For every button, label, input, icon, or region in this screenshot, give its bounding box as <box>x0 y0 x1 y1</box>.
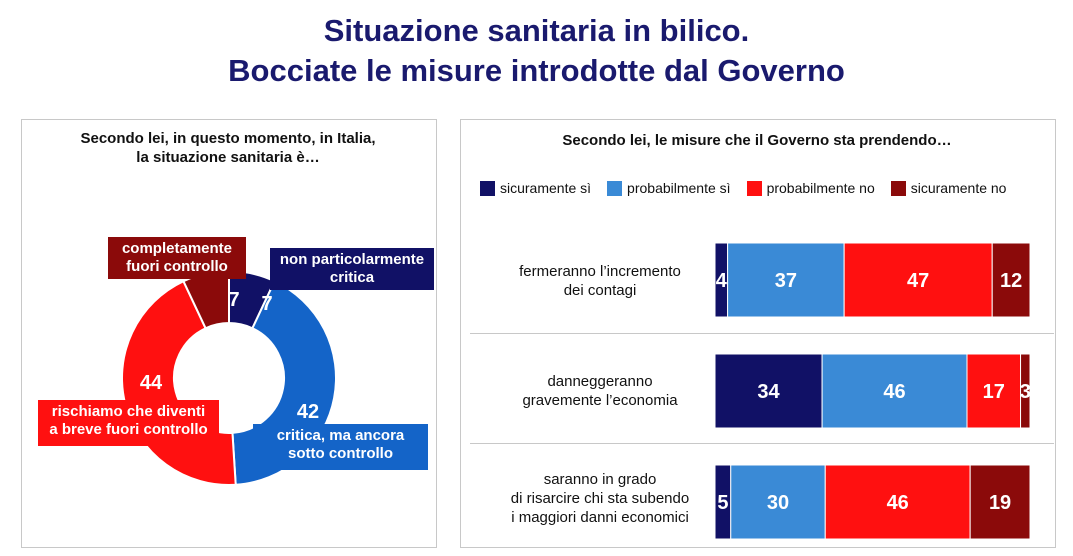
legend-item-probabilmente-si: probabilmente sì <box>607 180 731 196</box>
row-label-risarcire: saranno in grado di risarcire chi sta su… <box>480 470 720 527</box>
label-non-particolarmente-line-2: critica <box>329 269 375 286</box>
legend-label: sicuramente no <box>910 180 1007 196</box>
label-completamente-line-1: completamente <box>121 240 233 257</box>
legend-swatch <box>746 180 762 196</box>
legend-item-sicuramente-no: sicuramente no <box>890 180 1007 196</box>
label-rischiamo-line-1: rischiamo che diventi <box>51 403 206 420</box>
donut-title-line-1: Secondo lei, in questo momento, in Itali… <box>80 130 376 147</box>
row-label-line: fermeranno l’incremento <box>519 263 681 280</box>
bars-title: Secondo lei, le misure che il Governo st… <box>562 132 952 149</box>
row-label-line: danneggeranno <box>547 373 653 390</box>
legend-item-probabilmente-no: probabilmente no <box>746 180 875 196</box>
legend-label: probabilmente no <box>766 180 875 196</box>
legend-item-sicuramente-si: sicuramente sì <box>480 180 591 196</box>
bars-legend: sicuramente sì probabilmente sì probabil… <box>480 179 1022 197</box>
page-title-line-1: Situazione sanitaria in bilico. <box>323 13 750 48</box>
label-completamente-line-2: fuori controllo <box>126 258 228 275</box>
row-label-line: dei contagi <box>563 282 637 299</box>
row-label-line: gravemente l’economia <box>522 392 678 409</box>
row-label-line: i maggiori danni economici <box>511 509 689 526</box>
legend-swatch <box>480 180 495 196</box>
label-non-particolarmente-line-1: non particolarmente <box>279 251 425 268</box>
label-critica-line-1: critica, ma ancora <box>276 427 405 444</box>
label-completamente-fuori-controllo: completamente fuori controllo <box>108 237 246 279</box>
label-rischiamo-line-2: a breve fuori controllo <box>49 421 208 438</box>
legend-label: probabilmente sì <box>627 180 731 196</box>
row-separator <box>470 443 1054 444</box>
donut-panel <box>21 119 437 548</box>
legend-label: sicuramente sì <box>500 180 592 196</box>
row-label-economia: danneggeranno gravemente l’economia <box>480 372 720 410</box>
label-critica-line-2: sotto controllo <box>288 445 393 462</box>
page-title-line-2: Bocciate le misure introdotte dal Govern… <box>228 53 845 88</box>
legend-swatch <box>607 180 623 196</box>
row-label-line: di risarcire chi sta subendo <box>510 490 690 507</box>
row-label-line: saranno in grado <box>543 471 657 488</box>
label-rischiamo-fuori-controllo: rischiamo che diventi a breve fuori cont… <box>38 400 219 446</box>
legend-swatch <box>890 180 906 196</box>
label-critica-sotto-controllo: critica, ma ancora sotto controllo <box>253 424 428 470</box>
donut-title-line-2: la situazione sanitaria è… <box>136 149 320 166</box>
row-label-contagi: fermeranno l’incremento dei contagi <box>480 262 720 300</box>
label-non-particolarmente-critica: non particolarmente critica <box>270 248 434 290</box>
row-separator <box>470 333 1054 334</box>
